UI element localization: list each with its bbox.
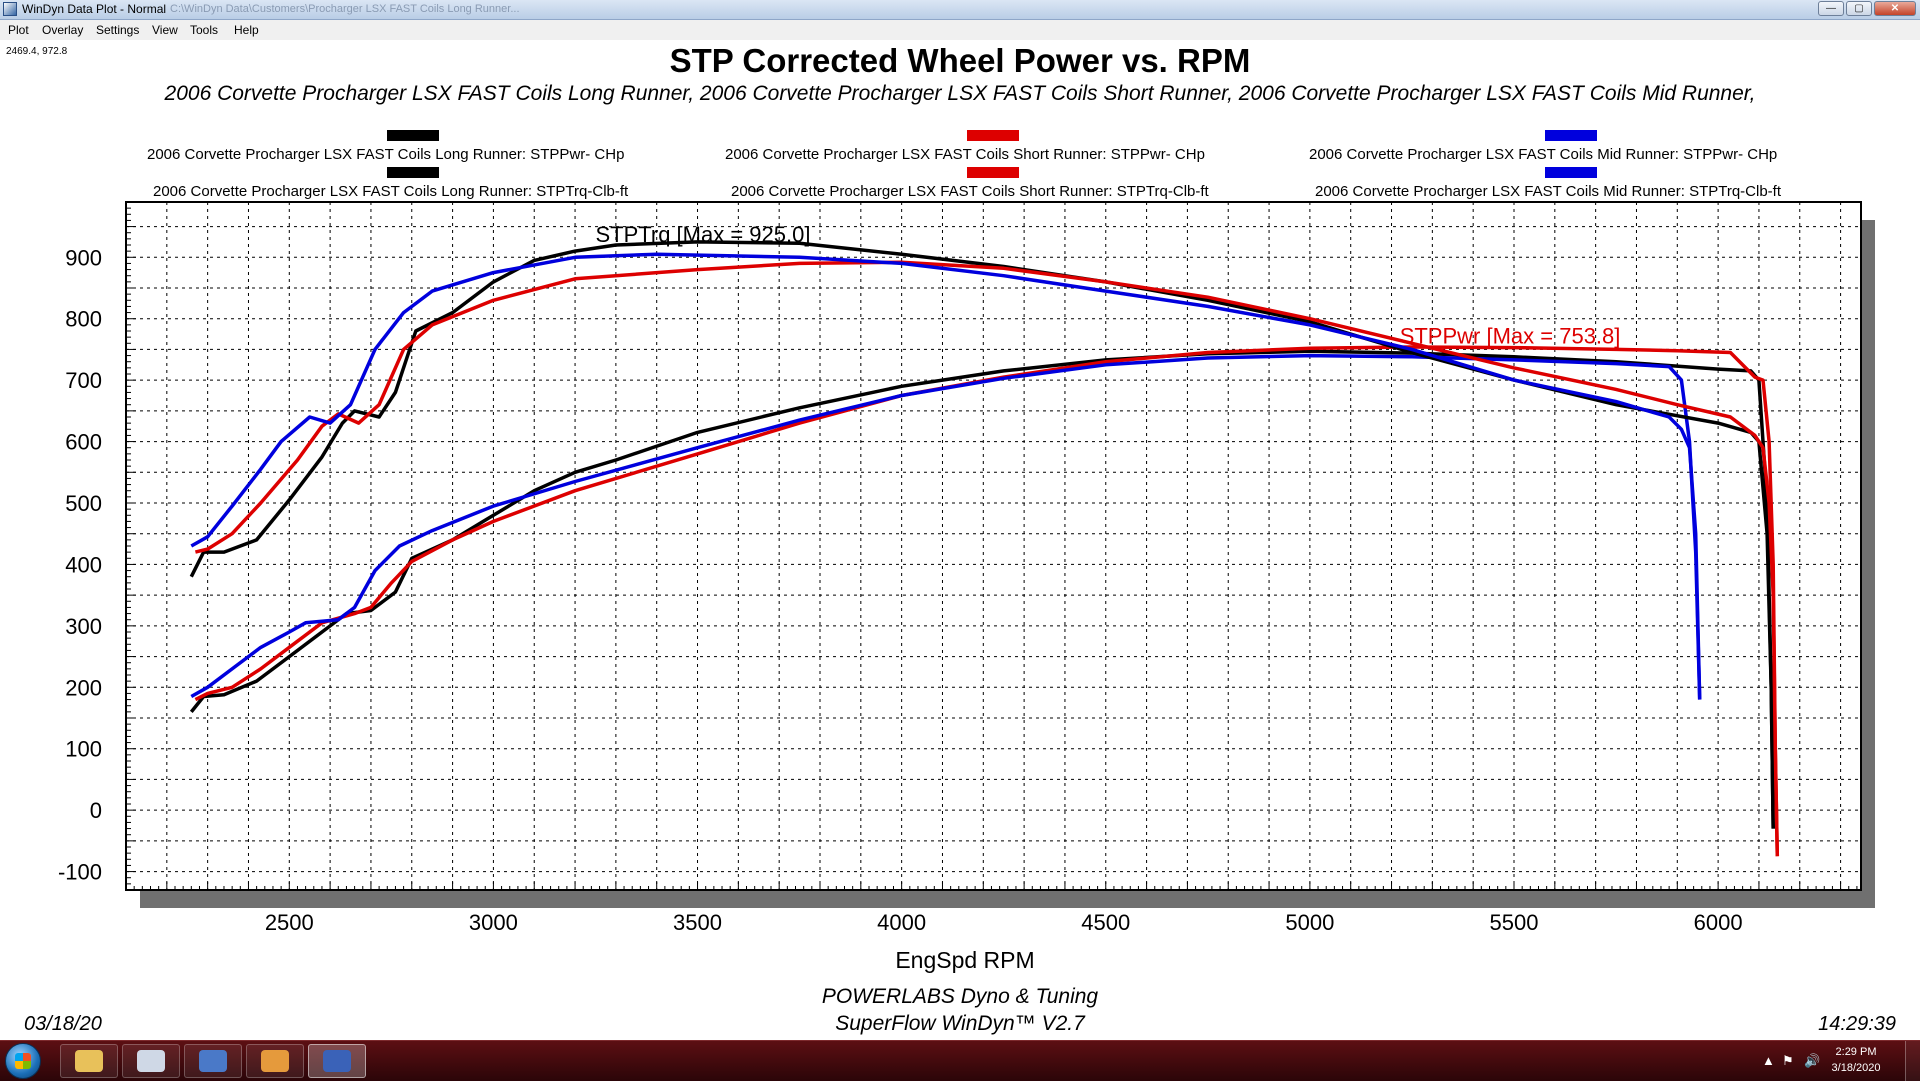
series-lines [189, 240, 1780, 857]
menu-help[interactable]: Help [234, 23, 259, 37]
y-tick-label: 0 [90, 798, 102, 823]
legend-long-trq: 2006 Corvette Procharger LSX FAST Coils … [153, 183, 629, 200]
footer-time: 14:29:39 [1818, 1013, 1896, 1035]
dyno-chart[interactable]: 900 800 700 600 500 400 300 200 100 0 -100 2500 300… [0, 0, 1920, 1040]
window-title: WinDyn Data Plot - Normal [22, 2, 167, 16]
grid-lines [126, 202, 1861, 890]
y-tick-labels: 900 800 700 600 500 400 300 200 100 0 -100 [58, 245, 102, 884]
x-tick-label: 4000 [877, 910, 926, 935]
series-line-3 [189, 240, 1775, 829]
taskbar-windyn-button[interactable] [184, 1044, 242, 1078]
legend-swatch-long-trq [387, 167, 439, 178]
legend-mid-pwr: 2006 Corvette Procharger LSX FAST Coils … [1309, 146, 1778, 163]
annotation-power-max: STPPwr [Max = 753.8] [1400, 323, 1621, 348]
maximize-button[interactable]: ▢ [1846, 1, 1872, 16]
minor-ticks [125, 207, 1858, 890]
network-icon [137, 1050, 165, 1072]
chart-title: STP Corrected Wheel Power vs. RPM [669, 42, 1251, 79]
menu-overlay[interactable]: Overlay [42, 23, 84, 37]
y-tick-label: 400 [65, 552, 102, 577]
start-button[interactable] [5, 1043, 41, 1079]
footer-date: 03/18/20 [24, 1013, 102, 1035]
menu-plot[interactable]: Plot [8, 23, 29, 37]
legend-swatch-mid-trq [1545, 167, 1597, 178]
annotation-torque-max: STPTrq [Max = 925.0] [595, 222, 810, 247]
legend-swatch-short-trq [967, 167, 1019, 178]
series-line-0 [189, 349, 1775, 829]
window-path: C:\WinDyn Data\Customers\Procharger LSX … [170, 3, 520, 15]
menu-view[interactable]: View [152, 23, 178, 37]
series-line-5 [190, 252, 1702, 700]
close-button[interactable]: ✕ [1874, 1, 1916, 16]
legend-short-trq: 2006 Corvette Procharger LSX FAST Coils … [731, 183, 1209, 200]
minimize-button[interactable]: — [1818, 1, 1844, 16]
menu-settings[interactable]: Settings [96, 23, 140, 37]
taskbar-dataplot-button[interactable] [308, 1044, 366, 1078]
y-tick-label: 300 [65, 614, 102, 639]
y-tick-label: 800 [65, 307, 102, 332]
x-tick-label: 4500 [1081, 910, 1130, 935]
action-center-flag-icon[interactable]: ⚑ [1782, 1053, 1794, 1068]
legend-swatch-mid-pwr [1545, 130, 1597, 141]
legend-mid-trq: 2006 Corvette Procharger LSX FAST Coils … [1315, 183, 1782, 200]
taskbar-folder-button[interactable] [60, 1044, 118, 1078]
show-desktop-button[interactable] [1905, 1041, 1920, 1081]
tray-expand-icon[interactable]: ▲ [1762, 1053, 1775, 1068]
taskbar-network-button[interactable] [122, 1044, 180, 1078]
footer-software: SuperFlow WinDyn™ V2.7 [835, 1012, 1085, 1035]
y-tick-label: 700 [65, 368, 102, 393]
tray-clock-time[interactable]: 2:29 PM [1835, 1046, 1877, 1058]
legend-swatch-long-pwr [387, 130, 439, 141]
volume-icon[interactable]: 🔊 [1804, 1053, 1821, 1068]
paint-icon [261, 1050, 289, 1072]
x-tick-label: 5000 [1285, 910, 1334, 935]
x-tick-label: 2500 [265, 910, 314, 935]
x-tick-label: 3000 [469, 910, 518, 935]
x-tick-label: 5500 [1490, 910, 1539, 935]
x-axis-label: EngSpd RPM [895, 947, 1034, 973]
x-tick-label: 3500 [673, 910, 722, 935]
footer-company: POWERLABS Dyno & Tuning [821, 985, 1099, 1008]
taskbar: ▲ ⚑ 🔊 2:29 PM 3/18/2020 [0, 1040, 1920, 1081]
y-tick-label: 200 [65, 675, 102, 700]
windows-logo-icon [15, 1053, 31, 1069]
chart-subtitle: 2006 Corvette Procharger LSX FAST Coils … [164, 82, 1756, 105]
y-tick-label: 900 [65, 245, 102, 270]
legend-short-pwr: 2006 Corvette Procharger LSX FAST Coils … [725, 146, 1205, 163]
cursor-readout: 2469.4, 972.8 [6, 46, 68, 57]
windyn-icon [199, 1050, 227, 1072]
y-tick-label: 600 [65, 430, 102, 455]
legend-long-pwr: 2006 Corvette Procharger LSX FAST Coils … [147, 146, 625, 163]
legend-swatch-short-pwr [967, 130, 1019, 141]
menu-bar: Plot Overlay Settings View Tools Help [0, 20, 1920, 40]
y-tick-label: 500 [65, 491, 102, 516]
taskbar-paint-button[interactable] [246, 1044, 304, 1078]
windyn-app-icon[interactable] [3, 2, 17, 16]
plot-area[interactable] [125, 201, 1862, 891]
x-tick-labels: 2500 3000 3500 4000 4500 5000 5500 6000 [265, 910, 1743, 935]
system-tray: ▲ ⚑ 🔊 2:29 PM 3/18/2020 [1640, 1041, 1920, 1081]
y-tick-label: 100 [65, 737, 102, 762]
folder-icon [75, 1050, 103, 1072]
tray-clock-date[interactable]: 3/18/2020 [1831, 1062, 1881, 1074]
series-line-2 [190, 353, 1702, 700]
x-tick-label: 6000 [1694, 910, 1743, 935]
menu-tools[interactable]: Tools [190, 23, 219, 37]
dataplot-icon [323, 1050, 351, 1072]
window-titlebar[interactable]: WinDyn Data Plot - Normal C:\WinDyn Data… [0, 0, 1920, 20]
y-tick-label: -100 [58, 860, 102, 885]
